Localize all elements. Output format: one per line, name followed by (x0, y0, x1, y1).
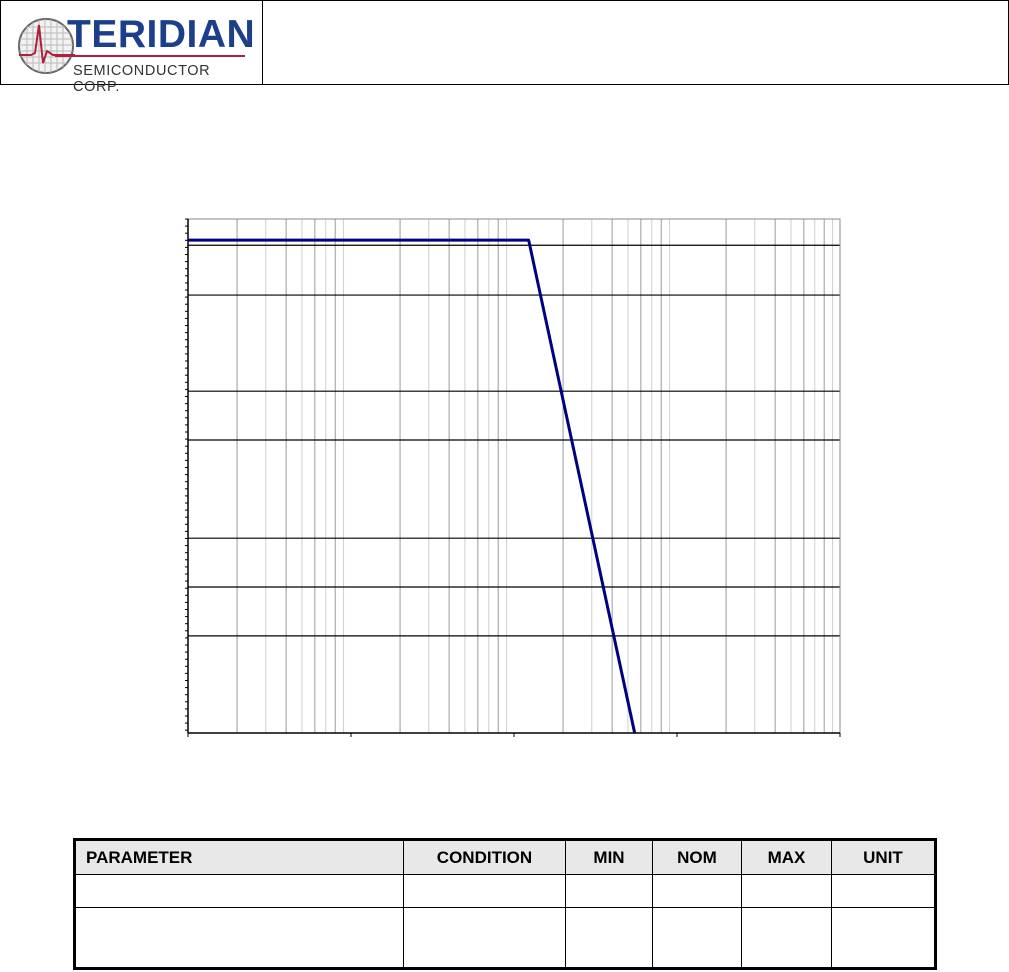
cell (652, 874, 742, 908)
col-unit: UNIT (831, 839, 936, 875)
table-row (74, 874, 936, 908)
col-condition: CONDITION (403, 839, 566, 875)
col-min: MIN (565, 839, 653, 875)
series-line (188, 238, 637, 734)
cell (74, 874, 404, 908)
cell (403, 874, 566, 908)
frequency-response-chart (185, 218, 841, 737)
logo-subtitle: SEMICONDUCTOR CORP. (73, 63, 211, 95)
cell (403, 907, 566, 969)
col-max: MAX (741, 839, 832, 875)
col-parameter: PARAMETER (74, 839, 404, 875)
cell (565, 874, 653, 908)
page-header: TERIDIAN SEMICONDUCTOR CORP. (0, 0, 1009, 95)
cell (741, 907, 832, 969)
header-divider (262, 1, 263, 85)
logo-globe-icon (18, 18, 75, 74)
cell (831, 874, 936, 908)
logo-name: TERIDIAN (67, 13, 256, 56)
parameter-table: PARAMETER CONDITION MIN NOM MAX UNIT (73, 838, 937, 970)
cell (652, 907, 742, 969)
cell (74, 907, 404, 969)
teridian-logo: TERIDIAN SEMICONDUCTOR CORP. (15, 13, 256, 95)
cell (741, 874, 832, 908)
table-header-row: PARAMETER CONDITION MIN NOM MAX UNIT (74, 839, 936, 875)
table-row (74, 907, 936, 969)
col-nom: NOM (652, 839, 742, 875)
cell (831, 907, 936, 969)
logo-rule (55, 55, 245, 57)
cell (565, 907, 653, 969)
